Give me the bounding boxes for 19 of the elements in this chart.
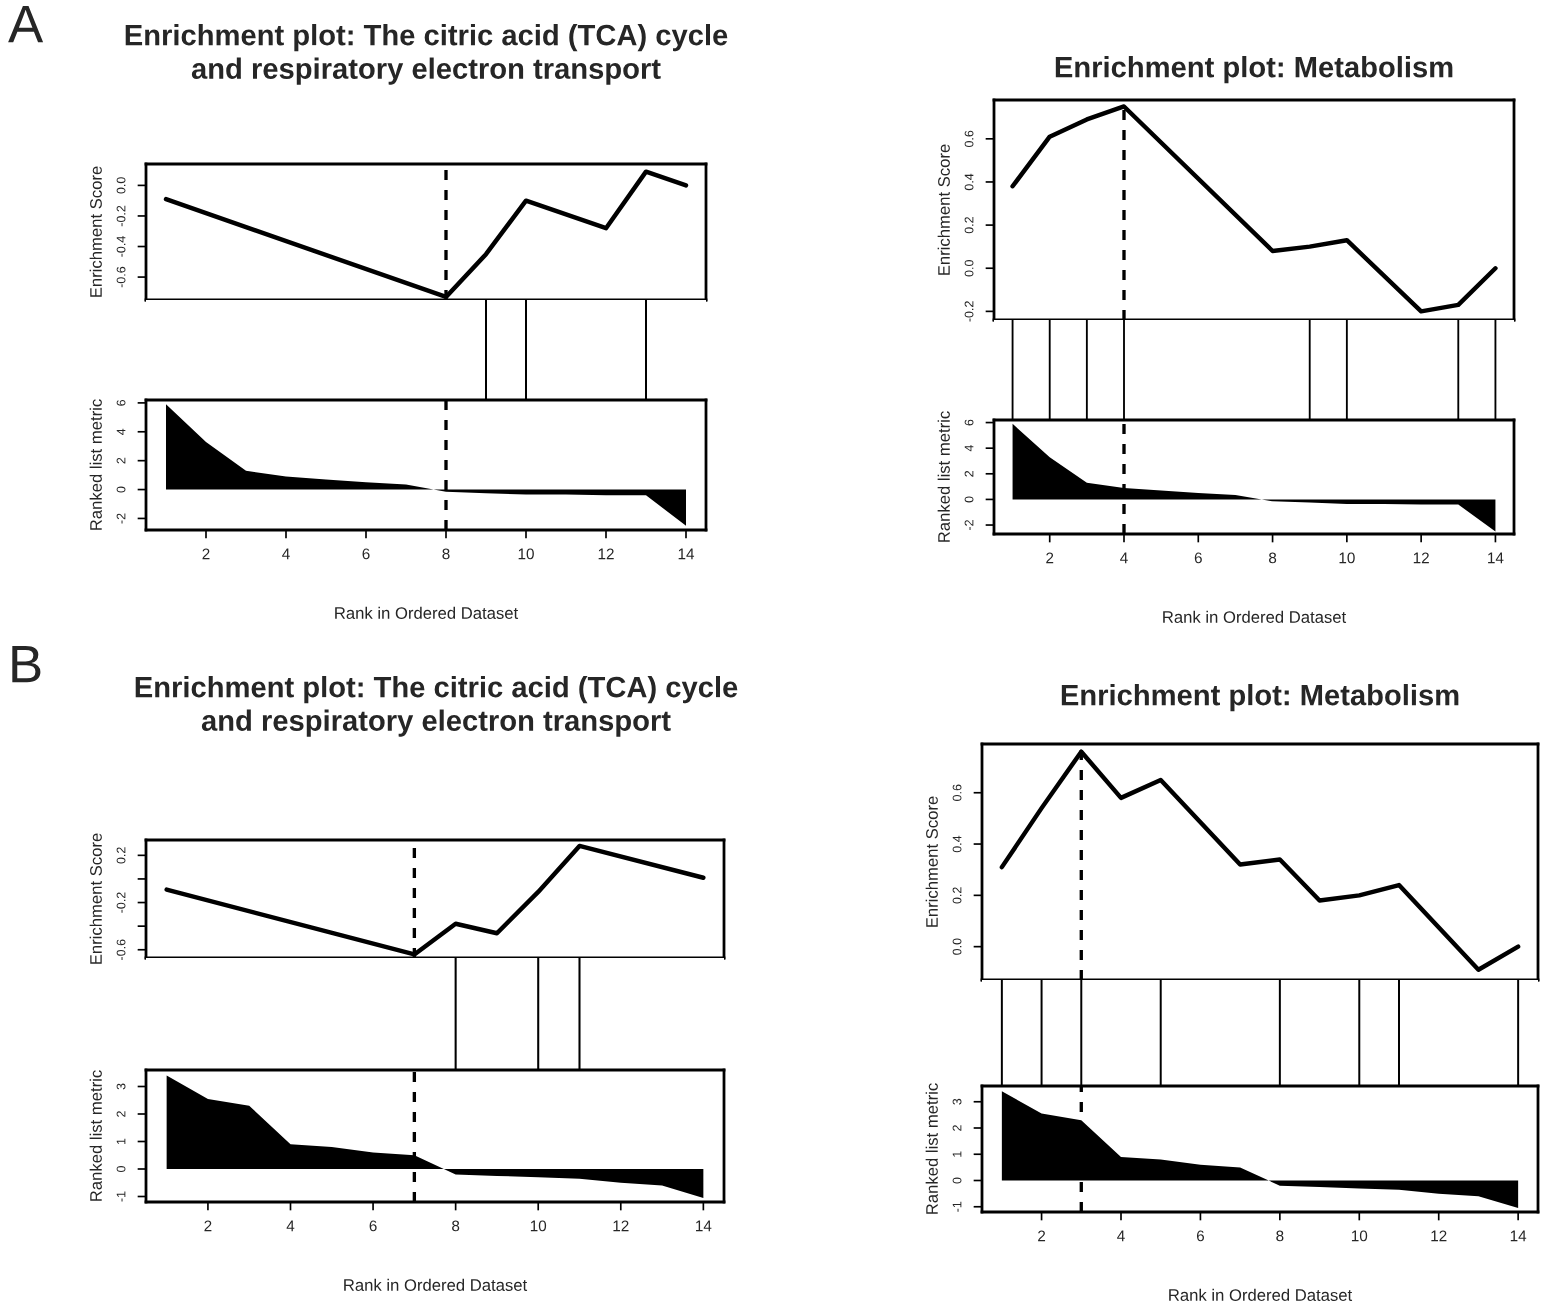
y-axis-title: Ranked list metric [925,1083,938,1214]
text: A [8,5,44,43]
y-axis-title: Enrichment Score [89,166,102,297]
y-axis-title: Ranked list metric [937,411,950,542]
x-axis-title: Rank in Ordered Dataset [1169,1288,1353,1301]
y-axis-title: Ranked list metric [89,1070,102,1201]
x-axis-title: Rank in Ordered Dataset [335,606,519,619]
y-axis-title: Enrichment Score [925,796,938,927]
chart-title: Enrichment plot: Metabolism [1061,684,1459,712]
line-series [999,749,1521,972]
chart-title: Enrichment plot: The citric acid (TCA) cycle and respiratory electron transport [125,24,728,85]
chart-title: Enrichment plot: The citric acid (TCA) cycle and respiratory electron transport [135,676,738,737]
text: B [12,645,41,683]
x-axis-title: Rank in Ordered Dataset [1163,610,1347,623]
chart-title: Enrichment plot: Metabolism [1055,56,1453,84]
x-axis-title: Rank in Ordered Dataset [344,1278,528,1291]
y-axis-title: Enrichment Score [89,833,102,964]
y-axis-title: Enrichment Score [937,144,950,275]
y-axis-title: Ranked list metric [89,399,102,530]
